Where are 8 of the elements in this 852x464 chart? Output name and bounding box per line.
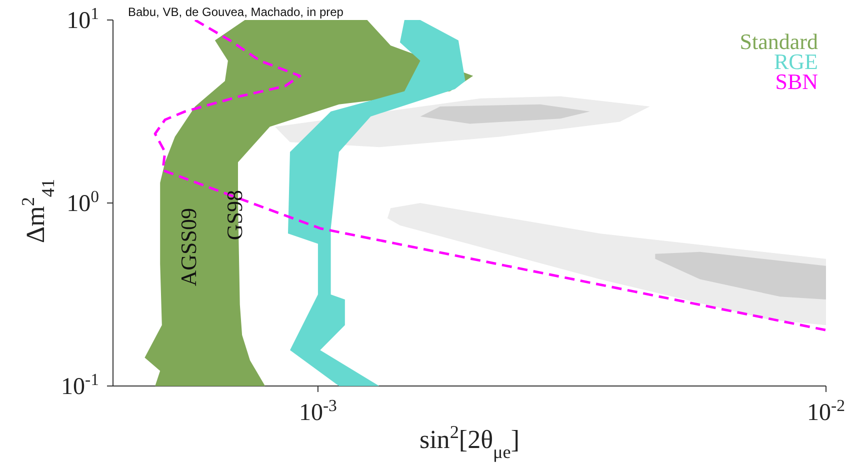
annotation: GS98 <box>222 190 247 240</box>
y-tick-label: 10$^{0}$ <box>66 186 99 217</box>
x-axis-title: sin$^{2}$[2θ$_{μe}$] <box>419 422 520 462</box>
y-tick-label: 10$^{-1}$ <box>61 370 99 400</box>
x-tick-label: 10$^{-3}$ <box>298 396 337 426</box>
x-tick-label: 10$^{-2}$ <box>807 396 845 426</box>
annotation: AGSS09 <box>176 208 201 286</box>
text: Babu, VB, de Gouvea, Machado, in prep <box>128 4 344 21</box>
